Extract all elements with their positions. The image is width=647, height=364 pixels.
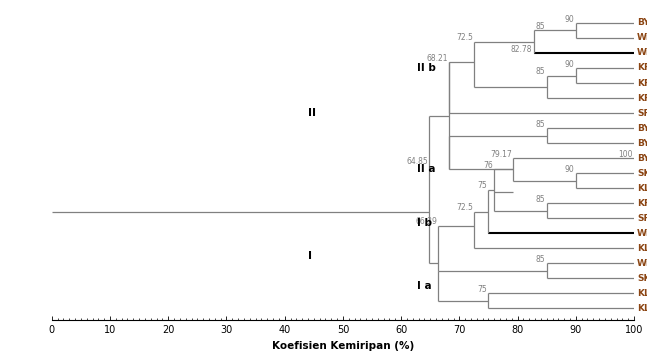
Text: 90: 90 [564,15,574,24]
Text: BYL3: BYL3 [637,123,647,132]
Text: 85: 85 [536,120,545,129]
Text: 82.78: 82.78 [510,45,532,54]
Text: BYL1: BYL1 [637,19,647,27]
Text: KRY3: KRY3 [637,94,647,103]
Text: II b: II b [417,63,436,73]
Text: WNG2: WNG2 [637,48,647,58]
Text: I b: I b [417,218,432,228]
Text: 72.5: 72.5 [456,33,473,43]
Text: 90: 90 [564,165,574,174]
Text: SRG2: SRG2 [637,108,647,118]
Text: KLT4: KLT4 [637,304,647,313]
Text: I: I [308,251,312,261]
Text: SKA: SKA [637,169,647,178]
Text: 68.21: 68.21 [426,54,448,63]
Text: 100: 100 [618,150,632,159]
Text: KLT2: KLT2 [637,244,647,253]
Text: 85: 85 [536,255,545,264]
Text: 85: 85 [536,195,545,204]
Text: 75: 75 [477,181,487,190]
Text: 79.17: 79.17 [490,150,512,159]
Text: 66.39: 66.39 [415,217,437,226]
Text: KRY1: KRY1 [637,63,647,72]
Text: BYL4: BYL4 [637,139,647,147]
Text: WNG4: WNG4 [637,33,647,43]
Text: II a: II a [417,165,436,174]
Text: SKH: SKH [637,274,647,283]
Text: BYL2: BYL2 [637,154,647,163]
Text: 75: 75 [477,285,487,294]
Text: 85: 85 [536,22,545,31]
Text: II: II [308,108,316,118]
Text: I a: I a [417,281,432,291]
Text: KRY4: KRY4 [637,199,647,208]
Text: 90: 90 [564,60,574,69]
Text: 76: 76 [483,161,493,170]
X-axis label: Koefisien Kemiripan (%): Koefisien Kemiripan (%) [272,341,414,351]
Text: KRY2: KRY2 [637,79,647,87]
Text: KLT1: KLT1 [637,184,647,193]
Text: WNG1: WNG1 [637,259,647,268]
Text: WNG3: WNG3 [637,229,647,238]
Text: KLT3: KLT3 [637,289,647,298]
Text: 64.85: 64.85 [407,157,428,166]
Text: SRG1: SRG1 [637,214,647,223]
Text: 72.5: 72.5 [456,203,473,212]
Text: 85: 85 [536,67,545,76]
